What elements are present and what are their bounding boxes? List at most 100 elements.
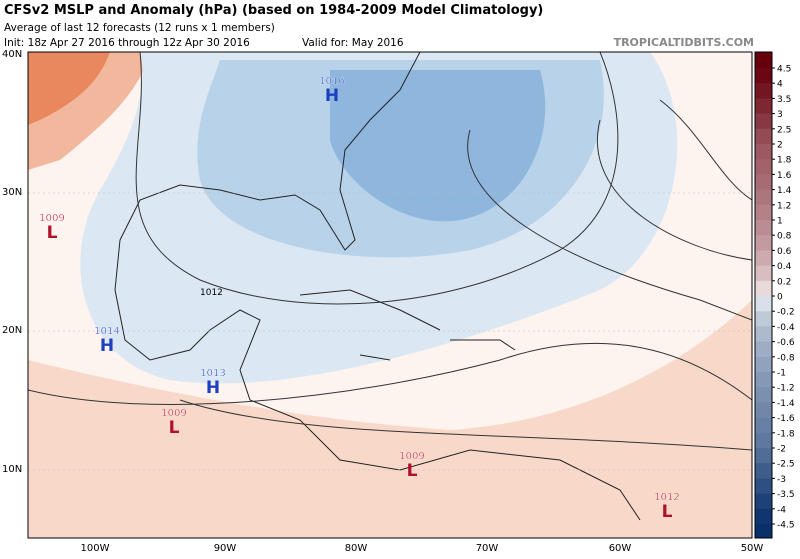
colorbar-label: -0.8: [777, 353, 795, 363]
colorbar-label: -4.5: [777, 521, 795, 531]
colorbar-label: 1: [777, 217, 783, 227]
pressure-label: 1014: [94, 326, 119, 337]
colorbar-swatch: [755, 83, 772, 99]
lon-label: 100W: [81, 543, 110, 554]
center-letter: L: [407, 461, 418, 481]
colorbar-swatch: [755, 174, 772, 191]
colorbar-swatch: [755, 326, 772, 343]
colorbar-label: 1.8: [777, 156, 792, 166]
colorbar-swatch: [755, 68, 772, 84]
colorbar-label: -1.2: [777, 384, 795, 394]
colorbar-label: 1.2: [777, 201, 791, 211]
center-letter: L: [47, 223, 58, 243]
colorbar-swatch: [755, 387, 772, 403]
colorbar-label: 0.8: [777, 232, 792, 242]
colorbar-swatch: [755, 372, 772, 388]
lon-label: 70W: [476, 543, 499, 554]
colorbar-swatch: [755, 128, 772, 145]
colorbar-frame: [754, 51, 773, 539]
colorbar-label: -1.4: [777, 399, 795, 409]
colorbar-swatch: [755, 478, 772, 495]
colorbar-swatch: [755, 402, 772, 419]
pressure-label: 1013: [200, 368, 225, 379]
colorbar-label: 0.2: [777, 277, 791, 287]
colorbar-label: -0.2: [777, 308, 795, 318]
colorbar-swatch: [755, 265, 772, 282]
colorbar-label: -3.5: [777, 490, 795, 500]
subtitle: Average of last 12 forecasts (12 runs x …: [4, 22, 275, 34]
lon-label: 50W: [741, 543, 764, 554]
colorbar-label: 2: [777, 141, 783, 151]
colorbar-label: 0.4: [777, 262, 792, 272]
map: 1012: [28, 52, 752, 538]
colorbar: 4.5 4 3.5 3 2.5 2 1.8 1.6 1.4 1.2 1 0.8 0.6 0.4 0.2 0 -0…: [754, 51, 795, 539]
colorbar-swatch: [755, 417, 772, 434]
pressure-label: 1009: [399, 451, 424, 462]
pressure-label: 1012: [654, 492, 679, 503]
lat-label: 30N: [2, 187, 22, 198]
colorbar-swatch: [755, 113, 772, 130]
colorbar-swatch: [755, 311, 772, 327]
cool-anomaly: [330, 70, 546, 222]
colorbar-label: -0.4: [777, 323, 795, 333]
isobars: [28, 52, 752, 451]
colorbar-swatch: [755, 493, 772, 510]
map-frame: [27, 51, 753, 539]
lat-label: 40N: [2, 49, 22, 60]
colorbar-swatch: [755, 432, 772, 449]
lat-label: 10N: [2, 464, 22, 475]
colorbar-label: 3.5: [777, 95, 791, 105]
lon-label: 90W: [214, 543, 237, 554]
coastlines: [114, 52, 641, 521]
colorbar-label: 4: [777, 80, 783, 90]
colorbar-label: 0.6: [777, 247, 792, 257]
colorbar-swatch: [755, 250, 772, 267]
pressure-label: 1009: [39, 213, 64, 224]
colorbar-label: -2: [777, 445, 786, 455]
colorbar-swatch: [755, 463, 772, 479]
colorbar-swatch: [755, 235, 772, 251]
colorbar-label: -3: [777, 475, 786, 485]
title: CFSv2 MSLP and Anomaly (hPa) (based on 1…: [4, 3, 543, 18]
colorbar-label: -1.6: [777, 414, 795, 424]
warm-anomaly: [28, 52, 110, 125]
colorbar-label: 3: [777, 110, 783, 120]
colorbar-label: 1.4: [777, 186, 792, 196]
pressure-label: 1016: [319, 76, 344, 87]
colorbar-swatch: [755, 508, 772, 525]
colorbar-label: 0: [777, 293, 783, 303]
center-letter: L: [662, 502, 673, 522]
colorbar-swatch: [755, 448, 772, 464]
site: TROPICALTIDBITS.COM: [614, 36, 754, 49]
colorbar-swatch: [755, 296, 772, 312]
colorbar-label: -4: [777, 505, 786, 515]
colorbar-swatch: [755, 356, 772, 373]
colorbar-swatch: [755, 189, 772, 206]
colorbar-label: 1.6: [777, 171, 792, 181]
colorbar-swatch: [755, 204, 772, 221]
colorbar-label: -1: [777, 369, 786, 379]
colorbar-swatch: [755, 98, 772, 115]
center-letter: L: [169, 418, 180, 438]
colorbar-label: -0.6: [777, 338, 795, 348]
pressure-label: 1009: [161, 408, 186, 419]
colorbar-swatch: [755, 52, 772, 68]
warm-anomaly: [28, 300, 752, 538]
lon-label: 60W: [609, 543, 632, 554]
colorbar-label: -1.8: [777, 429, 795, 439]
colorbar-label: 4.5: [777, 65, 791, 75]
valid: Valid for: May 2016: [302, 37, 404, 49]
init: Init: 18z Apr 27 2016 through 12z Apr 30…: [4, 37, 250, 49]
colorbar-swatch: [755, 144, 772, 160]
colorbar-label: -2.5: [777, 460, 795, 470]
lat-label: 20N: [2, 325, 22, 336]
lon-label: 80W: [345, 543, 368, 554]
colorbar-label: 2.5: [777, 125, 791, 135]
colorbar-swatch: [755, 524, 772, 538]
colorbar-swatch: [755, 280, 772, 297]
colorbar-swatch: [755, 220, 772, 236]
contour-label: 1012: [200, 288, 223, 298]
colorbar-swatch: [755, 159, 772, 175]
